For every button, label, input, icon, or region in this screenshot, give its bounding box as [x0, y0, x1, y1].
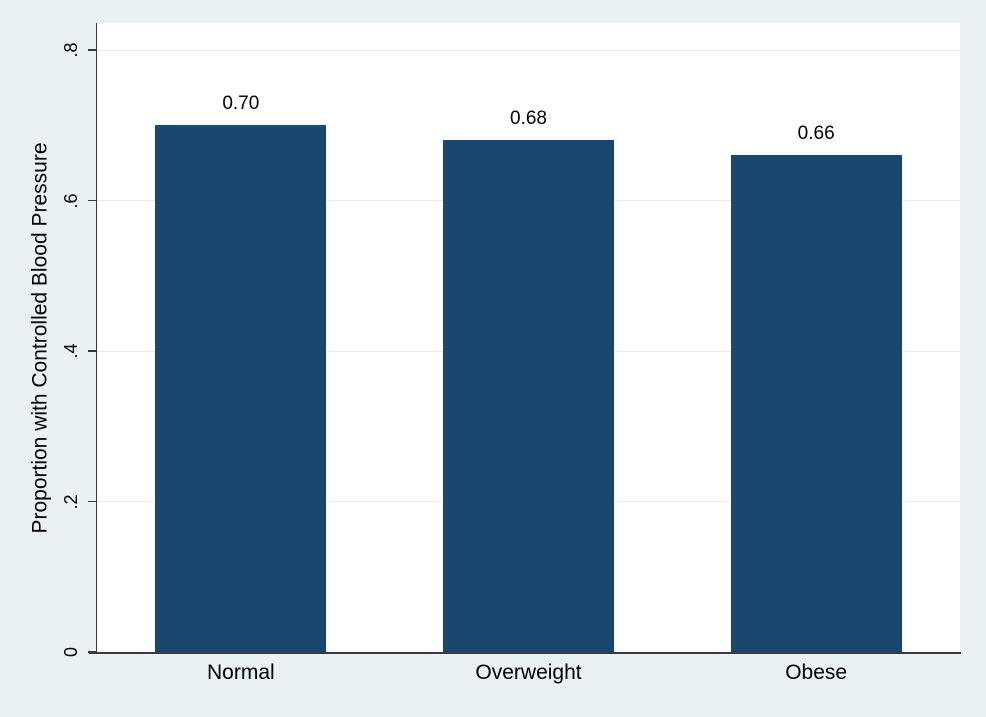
y-tick [87, 500, 96, 503]
y-tick-label: .2 [61, 494, 81, 510]
x-category-label: Overweight [475, 661, 582, 684]
y-axis-line [95, 23, 97, 653]
gridline [97, 49, 960, 51]
y-tick [87, 49, 96, 51]
x-axis-line [89, 651, 961, 654]
y-tick-label: .6 [61, 193, 81, 209]
bar-overweight [443, 140, 614, 652]
y-tick [87, 199, 96, 202]
y-tick-label: 0 [61, 647, 81, 658]
y-tick [87, 651, 96, 653]
y-tick-label: .8 [61, 42, 81, 58]
x-category-label: Obese [785, 661, 848, 684]
bar-normal [155, 125, 327, 652]
y-tick [87, 350, 96, 352]
bar-value-label: 0.70 [222, 93, 260, 115]
bar-obese [730, 155, 902, 652]
y-tick-label: .4 [61, 343, 81, 359]
bar-value-label: 0.68 [510, 108, 547, 130]
y-axis-title: Proportion with Controlled Blood Pressur… [28, 141, 51, 534]
bar-value-label: 0.66 [797, 123, 835, 145]
x-category-label: Normal [206, 661, 275, 684]
